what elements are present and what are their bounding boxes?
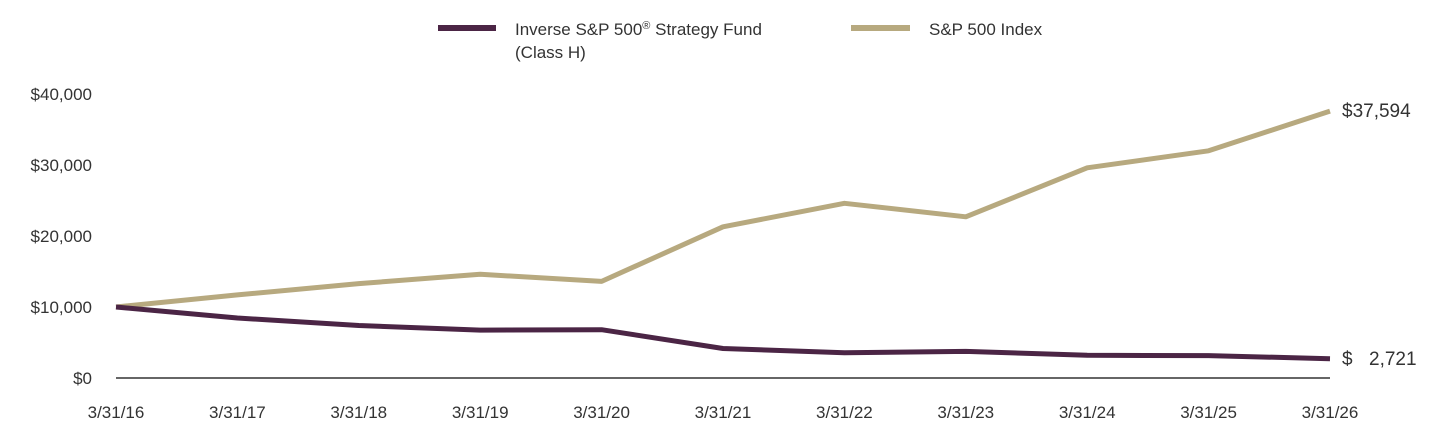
legend-label-fund-sup: ® (642, 20, 650, 32)
series-line-sp500-index (115, 108, 1331, 310)
x-axis-ticks: 3/31/16 3/31/17 3/31/18 3/31/19 3/31/20 3/31/… (88, 403, 1359, 422)
y-tick-label: $20,000 (31, 227, 92, 246)
x-tick-label: 3/31/20 (573, 403, 630, 422)
legend-label-fund: Inverse S&P 500® Strategy Fund (515, 20, 762, 39)
y-axis-ticks: $0 $10,000 $20,000 $30,000 $40,000 (31, 85, 92, 388)
legend-label-fund-text: Inverse S&P 500 (515, 20, 642, 39)
x-tick-label: 3/31/22 (816, 403, 873, 422)
x-tick-label: 3/31/21 (695, 403, 752, 422)
x-tick-label: 3/31/26 (1302, 403, 1359, 422)
y-tick-label: $10,000 (31, 298, 92, 317)
x-tick-label: 3/31/25 (1180, 403, 1237, 422)
legend-label-fund-class: (Class H) (515, 43, 586, 62)
y-tick-label: $0 (73, 369, 92, 388)
legend: Inverse S&P 500® Strategy Fund (Class H)… (438, 20, 1043, 62)
y-tick-label: $30,000 (31, 156, 92, 175)
x-tick-label: 3/31/19 (452, 403, 509, 422)
x-tick-label: 3/31/18 (330, 403, 387, 422)
legend-label-index: S&P 500 Index (929, 20, 1043, 39)
end-label-fund-value: 2,721 (1369, 349, 1417, 370)
y-tick-label: $40,000 (31, 85, 92, 104)
series-line-inverse-fund (115, 304, 1331, 362)
x-tick-label: 3/31/17 (209, 403, 266, 422)
x-tick-label: 3/31/24 (1059, 403, 1116, 422)
x-tick-label: 3/31/23 (937, 403, 994, 422)
end-label-fund-currency: $ (1342, 349, 1353, 370)
x-tick-label: 3/31/16 (88, 403, 145, 422)
end-label-sp500-index: $37,594 (1342, 101, 1411, 122)
legend-label-fund-rest: Strategy Fund (650, 20, 762, 39)
